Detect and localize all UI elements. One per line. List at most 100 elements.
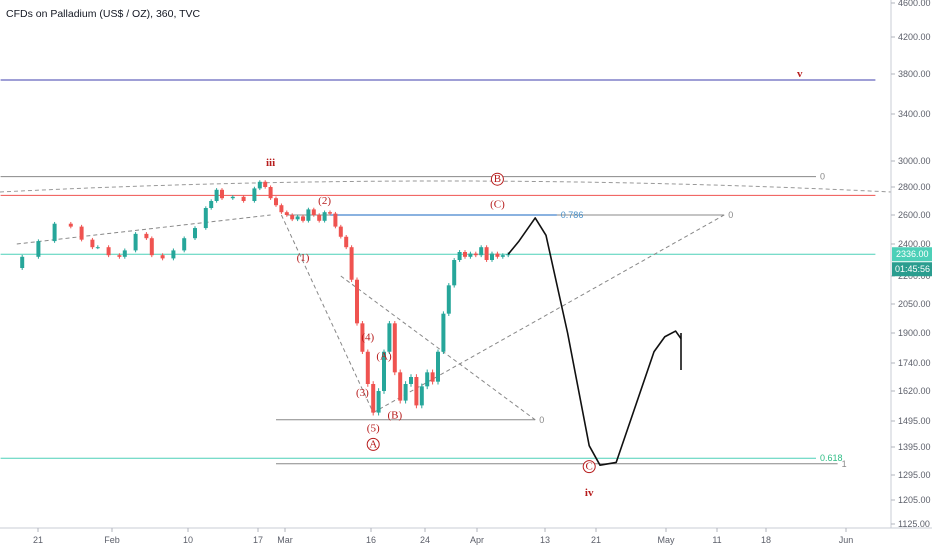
candle (95, 247, 100, 249)
candle (338, 226, 343, 237)
dashed-channel-line (0, 180, 892, 193)
time-tick-label: May (657, 535, 675, 545)
candle (500, 255, 505, 257)
candle (376, 391, 381, 413)
candle (203, 208, 208, 229)
price-tick-label: 3800.00 (898, 69, 931, 79)
candle (220, 189, 224, 199)
price-tick-label: 3400.00 (898, 109, 931, 119)
candle (214, 189, 219, 201)
wave-label: (C) (490, 198, 505, 210)
level-label: 0 (728, 210, 733, 220)
candles (20, 180, 511, 416)
time-tick-label: 16 (366, 535, 376, 545)
candle (193, 228, 197, 239)
wave-label: (1) (297, 252, 310, 264)
level-label: 0.618 (820, 453, 843, 463)
time-tick-label: 11 (712, 535, 721, 545)
wave-label: v (797, 68, 803, 80)
wave-label: iii (266, 157, 275, 169)
projection-path[interactable] (507, 217, 682, 466)
candle (382, 351, 386, 391)
time-tick-label: 18 (761, 535, 771, 545)
price-tick-label: 4200.00 (898, 32, 931, 42)
price-tick-label: 1900.00 (898, 328, 931, 338)
candle (446, 285, 451, 314)
candle (68, 223, 73, 227)
price-tick-label: 1125.00 (898, 519, 930, 529)
candle (209, 201, 214, 208)
candle (452, 260, 457, 286)
price-tick-label: 2600.00 (898, 210, 931, 220)
countdown-text: 01:45:56 (895, 264, 930, 274)
wave-circle-label: C (586, 461, 593, 473)
time-tick-label: Mar (277, 535, 293, 545)
candle (425, 372, 430, 387)
candle (230, 196, 235, 199)
candle (436, 351, 440, 382)
candle (274, 198, 278, 206)
time-tick-label: Apr (470, 535, 484, 545)
candle (490, 253, 494, 260)
price-tick-label: 1495.00 (898, 416, 931, 426)
wave-label: (3) (356, 387, 369, 399)
candle (106, 247, 111, 256)
candle (90, 239, 95, 248)
time-tick-label: 13 (540, 535, 550, 545)
candle (479, 247, 484, 256)
wave-circle-label: B (494, 173, 501, 185)
candle (333, 213, 338, 227)
candle (349, 247, 354, 280)
wave-label: (A) (376, 350, 392, 362)
price-tick-label: 2400.00 (898, 239, 931, 249)
price-tick-label: 1295.00 (898, 470, 931, 480)
candle (414, 377, 419, 406)
candle (506, 254, 511, 256)
last-price-tag (892, 247, 932, 262)
price-tick-label: 1620.00 (898, 386, 931, 396)
projection-curve (507, 217, 682, 466)
candle (328, 212, 332, 214)
candle (473, 253, 478, 256)
wave-circle (490, 172, 504, 186)
price-tick-label: 3000.00 (898, 156, 931, 166)
candle (52, 223, 57, 242)
trend-line (340, 275, 536, 421)
candle (484, 247, 489, 260)
candle (171, 250, 176, 259)
candle (355, 279, 359, 324)
time-tick-label: 24 (420, 535, 430, 545)
price-tick-label: 2800.00 (898, 182, 931, 192)
candle (117, 255, 122, 257)
wave-labels: iii (1) (2) (3) (4) (5) (A) (B) (C) iv v A B C (266, 68, 803, 499)
candle (279, 205, 284, 213)
candle (495, 253, 500, 257)
level-label: 1 (842, 459, 847, 469)
candle (392, 323, 397, 373)
time-tick-label: 10 (183, 535, 193, 545)
time-tick-label: Feb (104, 535, 120, 545)
candle (360, 323, 365, 352)
candle (317, 215, 322, 221)
time-tick-label: 21 (33, 535, 43, 545)
candle (36, 241, 41, 257)
candle (301, 216, 305, 221)
countdown-tag (892, 262, 932, 277)
candle (257, 181, 262, 189)
price-tick-label: 2050.00 (898, 299, 931, 309)
trend-line (16, 214, 271, 245)
chart-title: CFDs on Palladium (US$ / OZ), 360, TVC (6, 8, 201, 20)
candle (419, 386, 424, 406)
candle (122, 250, 127, 257)
candle (322, 212, 327, 221)
time-tick-label: 21 (591, 535, 601, 545)
wave-circle (366, 437, 380, 451)
candle (263, 181, 268, 187)
candle (133, 233, 138, 251)
candle (290, 215, 295, 220)
candle (160, 255, 165, 259)
